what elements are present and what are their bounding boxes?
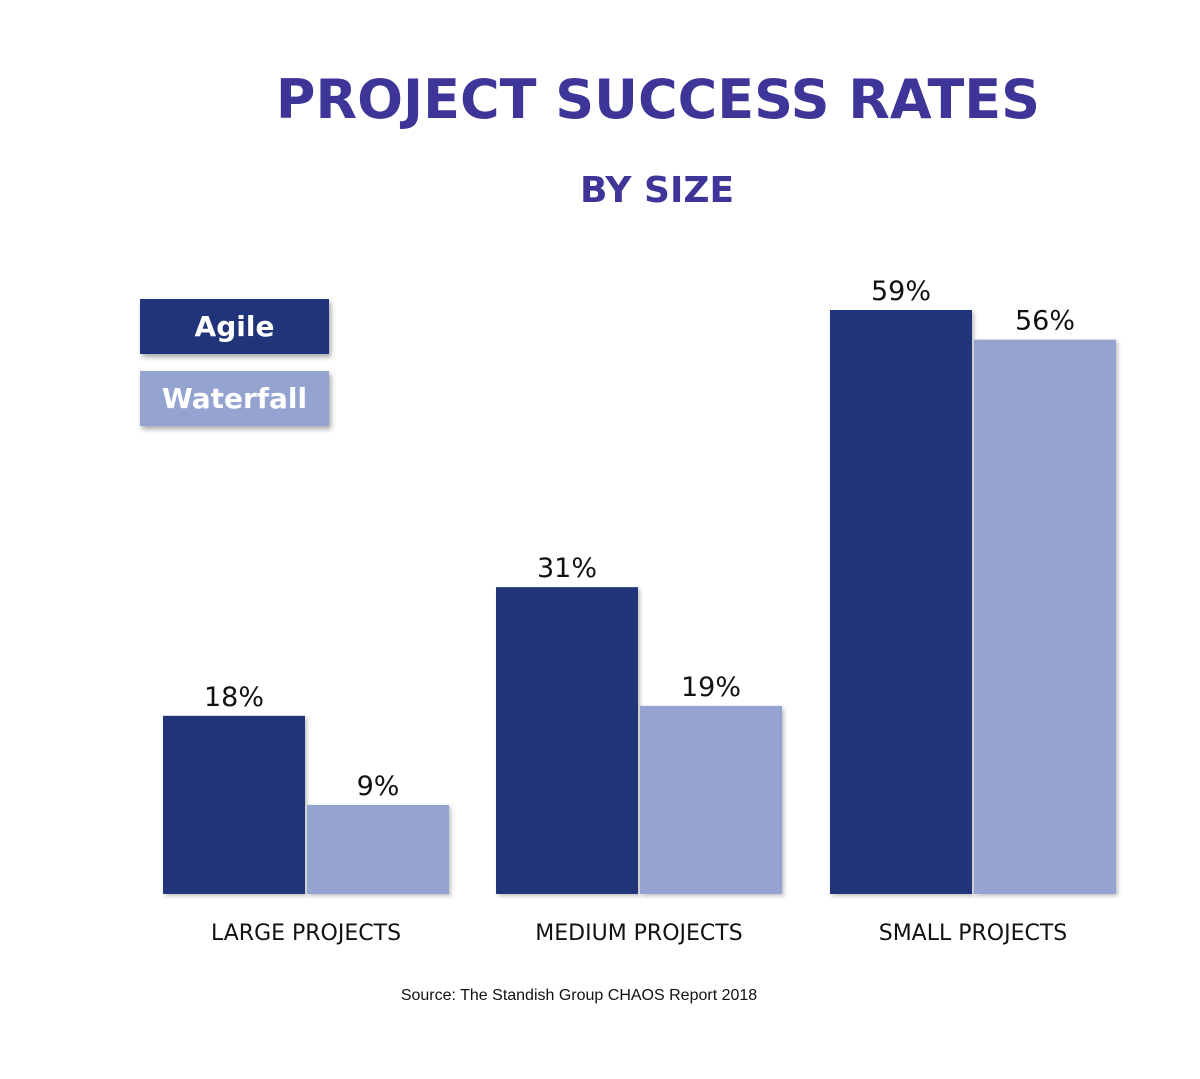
data-label-waterfall-medium-projects: 19% — [681, 672, 741, 703]
bar-waterfall-small-projects — [974, 339, 1116, 894]
data-label-waterfall-small-projects: 56% — [1015, 306, 1075, 337]
bar-agile-large-projects — [163, 715, 305, 894]
category-label-small-projects: SMALL PROJECTS — [879, 921, 1068, 946]
source-note: Source: The Standish Group CHAOS Report … — [400, 987, 758, 1004]
data-label-agile-large-projects: 18% — [204, 682, 264, 713]
bar-waterfall-large-projects — [307, 804, 449, 894]
data-label-agile-medium-projects: 31% — [537, 553, 597, 584]
legend-item-agile: Agile — [140, 299, 329, 354]
bar-waterfall-medium-projects — [640, 705, 782, 894]
category-label-large-projects: LARGE PROJECTS — [211, 921, 401, 946]
chart-title: PROJECT SUCCESS RATES — [275, 68, 1041, 131]
bar-agile-medium-projects — [496, 587, 638, 894]
data-label-agile-small-projects: 59% — [871, 276, 931, 307]
data-label-waterfall-large-projects: 9% — [357, 771, 400, 802]
chart-subtitle: BY SIZE — [579, 170, 735, 211]
legend-item-waterfall: Waterfall — [140, 371, 329, 426]
category-label-medium-projects: MEDIUM PROJECTS — [535, 921, 742, 946]
bar-agile-small-projects — [830, 310, 972, 894]
